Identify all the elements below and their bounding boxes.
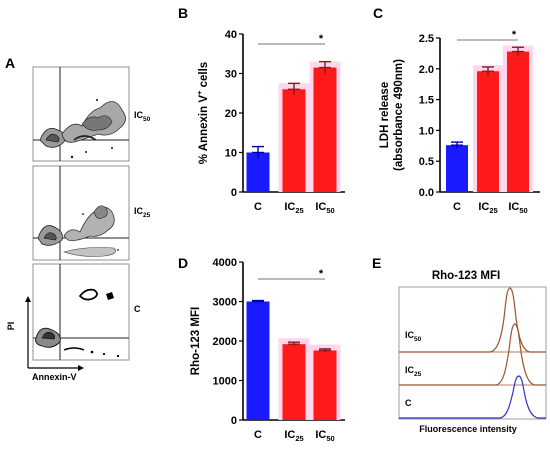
panel-d-significance-star: * xyxy=(319,268,324,280)
histogram-label-control: C xyxy=(405,398,412,408)
panel-a: A IC50 xyxy=(5,55,151,382)
panel-b-bar-0 xyxy=(246,152,270,192)
panel-b-y-title: % Annexin V+ cells xyxy=(195,62,210,164)
panel-c-y-tick-label-0: 0.0 xyxy=(419,187,434,199)
panel-c-bar-1 xyxy=(477,71,499,192)
panel-b-letter: B xyxy=(178,5,188,21)
panel-b-y-tick-label-4: 40 xyxy=(225,29,237,41)
panel-c-y-tick-label-2: 1.0 xyxy=(419,125,434,137)
panel-d-letter: D xyxy=(178,255,188,271)
panel-d-category-label-1: IC25 xyxy=(284,429,303,443)
histogram-frame xyxy=(398,286,547,420)
histogram-trace-ic25 xyxy=(399,323,546,386)
panel-c-y-title-line1: LDH release xyxy=(379,82,391,148)
panel-b-chart: B 0 10 20 30 40 C IC25 IC50 * % Annexin V+ cells xyxy=(178,5,345,215)
panel-c-chart: C 0.0 0.5 1.0 1.5 2.0 2.5 C IC25 IC50 * LDH releas… xyxy=(373,5,540,215)
panel-d-bar-1 xyxy=(282,344,306,420)
panel-e-x-label: Fluorescence intensity xyxy=(419,424,517,434)
panel-d-y-title: Rho-123 MFI xyxy=(190,307,202,375)
panel-a-letter: A xyxy=(5,55,15,71)
panel-d-bar-0 xyxy=(246,301,270,420)
flow-plot-ic25: IC25 xyxy=(32,165,151,261)
panel-d-y-tick-label-0: 0 xyxy=(231,415,237,427)
histogram-trace-ic50 xyxy=(399,287,546,353)
flow-plot-ic50-label: IC50 xyxy=(134,110,151,123)
panel-c-bar-2 xyxy=(507,51,529,192)
panel-a-axes: PI Annexin-V xyxy=(6,296,84,382)
panel-b-bar-2 xyxy=(313,67,337,192)
panel-c-category-label-1: IC25 xyxy=(478,201,497,215)
panel-c-category-label-2: IC50 xyxy=(508,201,527,215)
panel-b-y-tick-label-1: 10 xyxy=(225,148,237,160)
panel-c-bar-0 xyxy=(446,145,468,192)
panel-a-x-label: Annexin-V xyxy=(32,372,77,382)
panel-a-y-label: PI xyxy=(6,322,16,331)
panel-b-category-label-1: IC25 xyxy=(284,201,303,215)
panel-b-significance-star: * xyxy=(319,33,324,45)
histogram-label-ic25: IC25 xyxy=(405,365,422,378)
flow-plot-control: C xyxy=(32,263,141,361)
panel-d-y-tick-label-4: 4000 xyxy=(213,257,237,269)
flow-plot-ic25-label: IC25 xyxy=(134,206,151,219)
histogram-trace-control xyxy=(399,375,546,419)
panel-d-category-label-2: IC50 xyxy=(315,429,334,443)
panel-b-category-label-0: C xyxy=(254,201,262,213)
panel-e-letter: E xyxy=(372,255,381,271)
panel-d-y-tick-label-3: 3000 xyxy=(213,297,237,309)
panel-c-y-title-line2: (absorbance 490nm) xyxy=(393,59,405,171)
histogram-label-ic50: IC50 xyxy=(405,330,422,343)
panel-b-category-label-2: IC50 xyxy=(315,201,334,215)
panel-c-y-tick-label-4: 2.0 xyxy=(419,64,434,76)
panel-e: E Rho-123 MFI IC50 IC25 C Fluorescence i… xyxy=(372,255,547,434)
panel-c-y-tick-label-1: 0.5 xyxy=(419,156,434,168)
panel-c-significance-star: * xyxy=(512,29,517,41)
panel-e-title: Rho-123 MFI xyxy=(432,270,500,282)
panel-c-category-label-0: C xyxy=(453,201,461,213)
flow-plot-control-label: C xyxy=(134,304,141,314)
panel-d-bar-2 xyxy=(313,350,337,420)
panel-b-bar-1 xyxy=(282,89,306,192)
panel-b-y-tick-label-3: 30 xyxy=(225,69,237,81)
panel-c-y-tick-label-3: 1.5 xyxy=(419,95,434,107)
panel-d-y-tick-label-1: 1000 xyxy=(213,376,237,388)
flow-plot-ic50: IC50 xyxy=(32,66,151,162)
panel-c-y-tick-label-5: 2.5 xyxy=(419,33,434,45)
panel-d-chart: D 0 1000 2000 3000 4000 C IC25 IC50 * Rho-123 MFI xyxy=(178,255,345,443)
panel-b-y-tick-label-2: 20 xyxy=(225,108,237,120)
panel-d-y-tick-label-2: 2000 xyxy=(213,336,237,348)
panel-c-letter: C xyxy=(373,5,383,21)
panel-b-y-tick-label-0: 0 xyxy=(231,187,237,199)
panel-d-category-label-0: C xyxy=(254,429,262,441)
